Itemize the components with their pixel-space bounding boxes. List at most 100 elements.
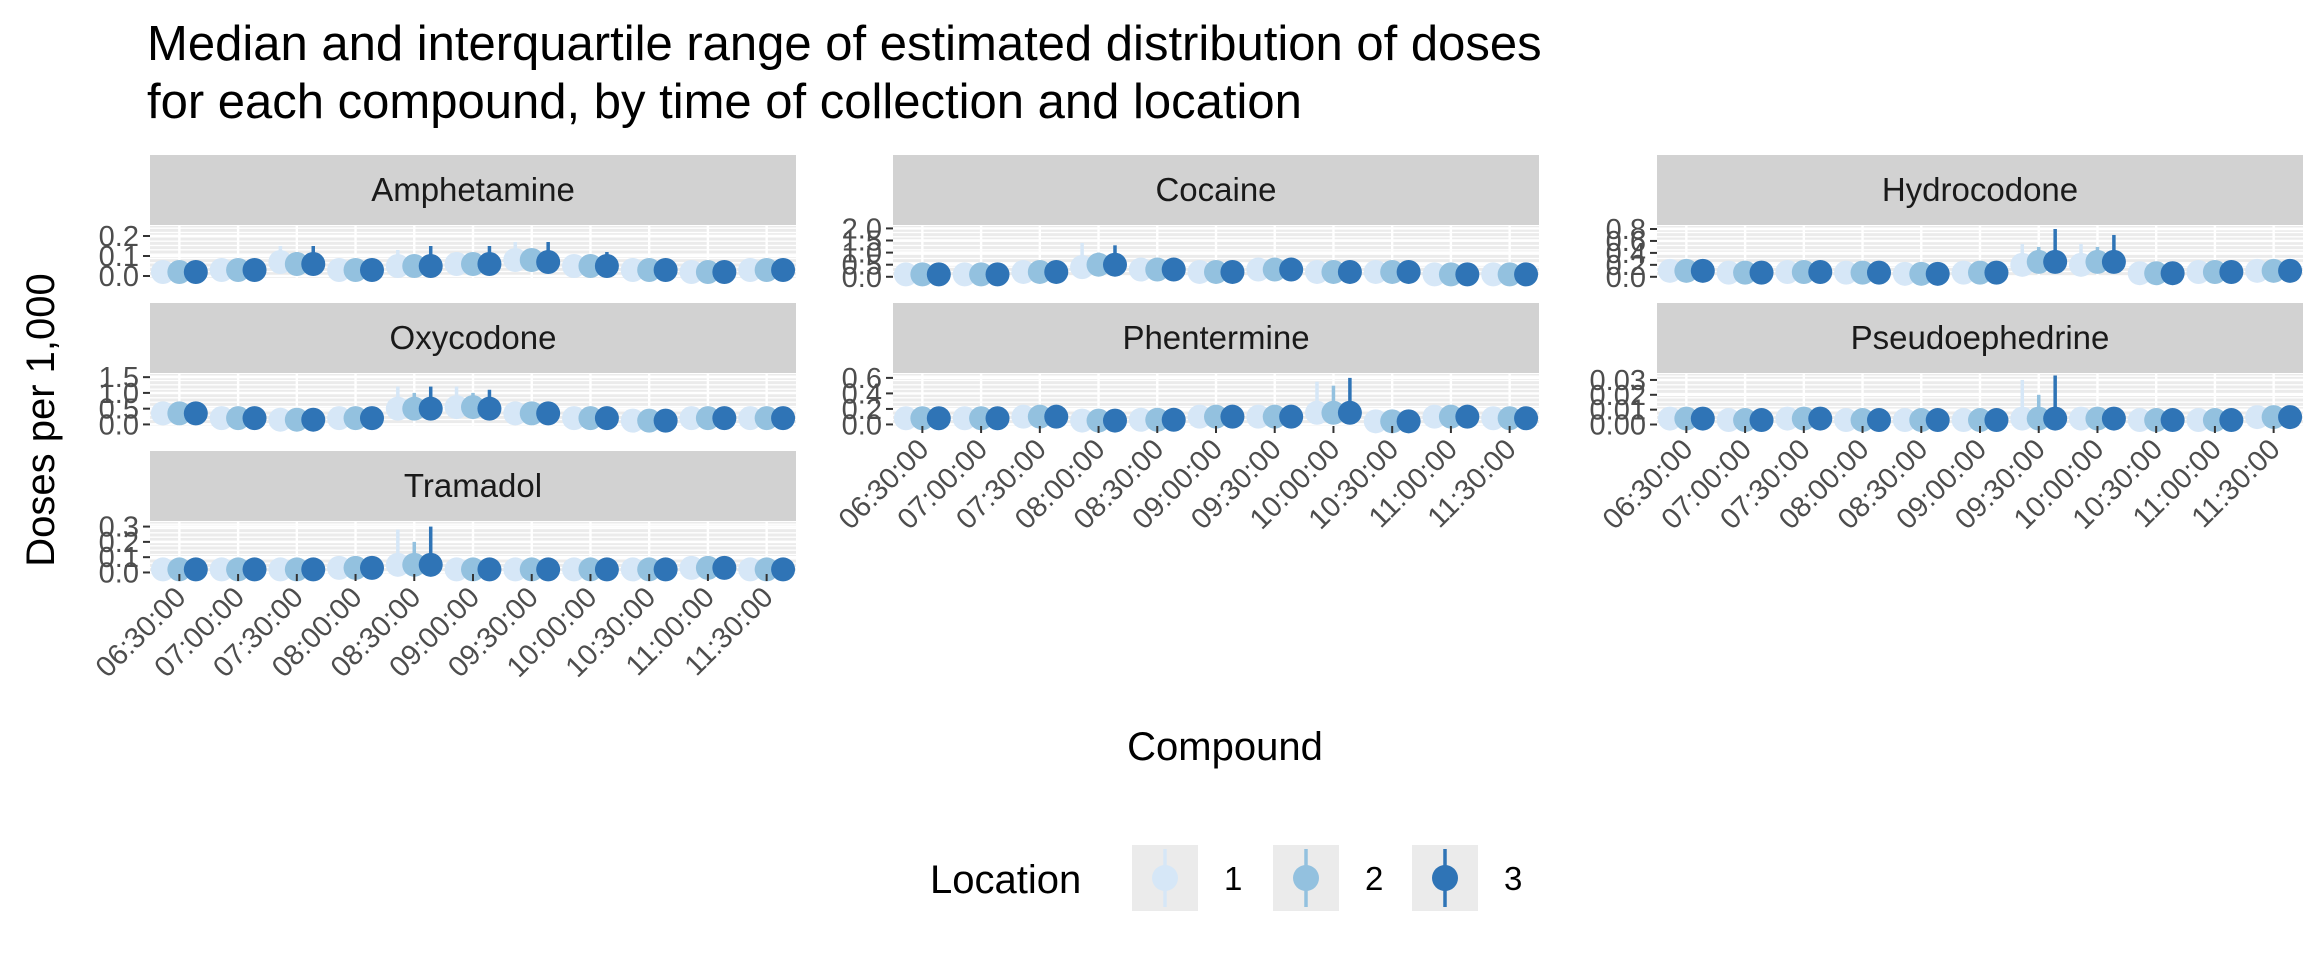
median-point-loc2	[1262, 404, 1287, 429]
median-point-loc2	[2085, 406, 2110, 431]
median-point-loc3	[1337, 259, 1362, 284]
facet-strip	[1657, 303, 2303, 373]
median-point-loc2	[1027, 259, 1052, 284]
median-point-loc3	[1396, 409, 1421, 434]
median-point-loc1	[209, 258, 234, 282]
median-point-loc1	[1305, 400, 1330, 425]
median-point-loc3	[536, 401, 561, 426]
median-point-loc1	[738, 557, 763, 582]
median-point-loc2	[1027, 404, 1052, 429]
y-tick-label: 0.0	[99, 409, 139, 441]
median-point-loc2	[2202, 260, 2227, 285]
median-point-loc3	[2278, 405, 2303, 430]
median-point-loc2	[578, 254, 603, 278]
median-point-loc2	[637, 258, 662, 282]
facet-label: Oxycodone	[390, 319, 557, 356]
median-point-loc3	[1749, 408, 1774, 433]
y-tick-label: 0.00	[1590, 410, 1646, 442]
median-point-loc2	[226, 406, 251, 431]
median-point-loc1	[679, 406, 704, 431]
median-point-loc3	[477, 252, 502, 276]
median-point-loc3	[183, 557, 208, 582]
chart-title: Median and interquartile range of estima…	[147, 17, 1542, 71]
median-point-loc2	[1791, 260, 1816, 285]
median-point-loc1	[2069, 406, 2094, 431]
median-point-loc3	[985, 262, 1010, 287]
median-point-loc3	[712, 260, 737, 284]
y-tick-label: 0.4	[1606, 238, 1646, 270]
median-point-loc2	[695, 555, 720, 580]
median-point-loc1	[2010, 406, 2035, 431]
median-point-loc2	[519, 401, 544, 426]
median-point-loc1	[1775, 260, 1800, 285]
median-point-loc3	[1102, 408, 1127, 433]
panel-cocaine: Cocaine 0.00.51.01.52.0	[842, 155, 1539, 294]
median-point-loc1	[893, 406, 918, 431]
median-point-loc3	[183, 401, 208, 426]
median-point-loc2	[167, 260, 192, 284]
median-point-loc2	[1497, 406, 1522, 431]
median-point-loc2	[1674, 258, 1699, 283]
x-axis-label: Compound	[1127, 725, 1323, 769]
median-point-loc1	[952, 262, 977, 287]
median-point-loc1	[1422, 404, 1447, 429]
median-point-loc1	[2186, 260, 2211, 285]
median-point-loc1	[679, 260, 704, 284]
median-point-loc3	[418, 552, 443, 577]
median-point-loc2	[2261, 258, 2286, 283]
median-point-loc2	[343, 258, 368, 282]
y-tick-label: 0.2	[842, 394, 882, 426]
median-point-loc3	[2160, 261, 2185, 286]
median-point-loc1	[620, 557, 645, 582]
median-point-loc3	[1925, 408, 1950, 433]
median-point-loc1	[444, 252, 469, 276]
median-point-loc3	[1455, 262, 1480, 287]
y-tick-label: 0.0	[99, 557, 139, 589]
median-point-loc3	[712, 555, 737, 580]
median-point-loc1	[1246, 404, 1271, 429]
y-tick-label: 2.0	[842, 213, 882, 245]
median-point-loc1	[444, 395, 469, 420]
median-point-loc3	[1866, 408, 1891, 433]
median-point-loc1	[1422, 262, 1447, 287]
median-point-loc1	[1775, 406, 1800, 431]
median-point-loc3	[926, 262, 951, 287]
facet-label: Hydrocodone	[1882, 171, 2078, 208]
median-point-loc2	[754, 406, 779, 431]
y-tick-label: 0.2	[99, 221, 139, 253]
y-tick-label: 1.5	[99, 362, 139, 394]
median-point-loc2	[2085, 249, 2110, 274]
median-point-loc3	[242, 406, 267, 431]
median-point-loc1	[150, 401, 175, 426]
median-point-loc1	[1481, 262, 1506, 287]
facet-label: Amphetamine	[371, 171, 575, 208]
median-point-loc1	[1187, 259, 1212, 284]
median-point-loc2	[1380, 409, 1405, 434]
median-point-loc3	[771, 406, 796, 431]
legend: Location 1 2 3	[930, 845, 1522, 911]
y-tick-label: 0.5	[99, 394, 139, 426]
median-point-loc3	[594, 254, 619, 278]
median-point-loc2	[1909, 261, 1934, 286]
y-tick-label: 1.5	[842, 226, 882, 258]
median-point-loc2	[1497, 262, 1522, 287]
median-point-loc3	[926, 406, 951, 431]
median-point-loc1	[620, 408, 645, 433]
y-tick-label: 0.02	[1590, 380, 1646, 412]
median-point-loc2	[1733, 408, 1758, 433]
y-tick-label: 0.03	[1590, 365, 1646, 397]
y-tick-label: 1.0	[842, 238, 882, 270]
median-point-loc3	[301, 407, 326, 432]
median-point-loc2	[226, 258, 251, 282]
median-point-loc1	[385, 396, 410, 421]
median-point-loc2	[2026, 406, 2051, 431]
y-tick-label: 0.1	[99, 542, 139, 574]
y-tick-label: 0.3	[99, 512, 139, 544]
facet-strip	[150, 303, 796, 373]
median-point-loc3	[1808, 406, 1833, 431]
median-point-loc1	[2127, 408, 2152, 433]
median-point-loc3	[653, 258, 678, 282]
median-point-loc1	[209, 406, 234, 431]
panel-phentermine: Phentermine0.00.20.40.606:30:0007:00:000…	[833, 303, 1539, 536]
median-point-loc2	[1145, 257, 1170, 282]
